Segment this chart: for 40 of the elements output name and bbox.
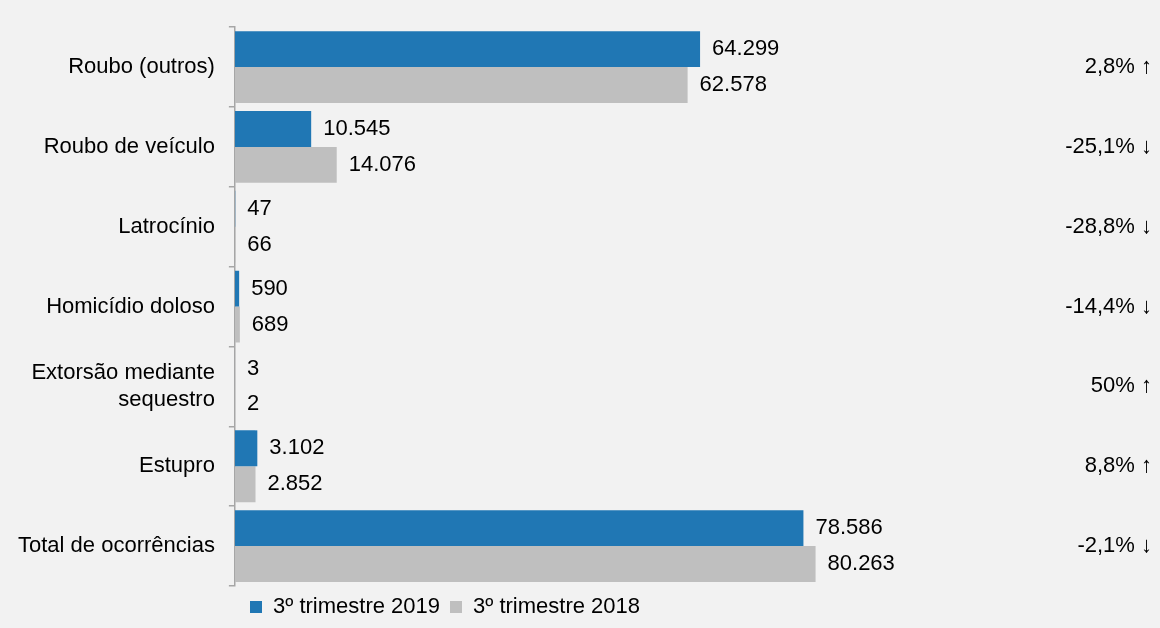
text: 8,8% ↑ [1084, 452, 1152, 478]
text: -28,8% ↓ [1065, 212, 1152, 238]
data-label: 64.299 [712, 35, 780, 61]
data-label: 47 [247, 194, 272, 220]
data-label: 78.586 [815, 514, 883, 540]
data-label: 14.076 [348, 150, 417, 176]
bar [234, 466, 256, 503]
bar [234, 31, 701, 68]
y-tick-label: Latrocínio [118, 212, 215, 238]
bar [234, 67, 688, 104]
bar [234, 430, 258, 467]
y-tick-label: Homicídio doloso [46, 292, 215, 318]
data-label: 689 [251, 310, 289, 336]
y-tick-label: Total de ocorrências [17, 532, 215, 558]
bar [234, 510, 804, 547]
bar [234, 270, 240, 307]
bar [234, 306, 240, 343]
text: 50% ↑ [1090, 372, 1152, 398]
y-tick-label: Estupro [139, 452, 215, 478]
data-label: 590 [251, 274, 288, 300]
data-label: 3 [246, 354, 260, 380]
data-label: 10.545 [323, 115, 391, 141]
data-label: 2.852 [267, 470, 323, 496]
text: -2,1% ↓ [1077, 532, 1152, 558]
data-label: 80.263 [827, 550, 895, 576]
y-tick-label: Roubo de veículo [43, 133, 215, 159]
text: -25,1% ↓ [1065, 133, 1152, 159]
data-label: 62.578 [699, 71, 767, 97]
bar [234, 111, 312, 147]
legend-label: 3º trimestre 2018 [473, 593, 640, 619]
data-label: 2 [246, 390, 260, 416]
bar [234, 546, 816, 583]
legend-label: 3º trimestre 2019 [273, 593, 440, 619]
data-label: 66 [247, 230, 272, 256]
bar [234, 146, 337, 183]
text: -14,4% ↓ [1065, 292, 1152, 318]
y-tick-label: Extorsão mediante sequestro [31, 359, 215, 411]
data-label: 3.102 [269, 434, 325, 460]
y-tick-label: Roubo (outros) [68, 53, 215, 79]
text: 2,8% ↑ [1084, 53, 1152, 79]
